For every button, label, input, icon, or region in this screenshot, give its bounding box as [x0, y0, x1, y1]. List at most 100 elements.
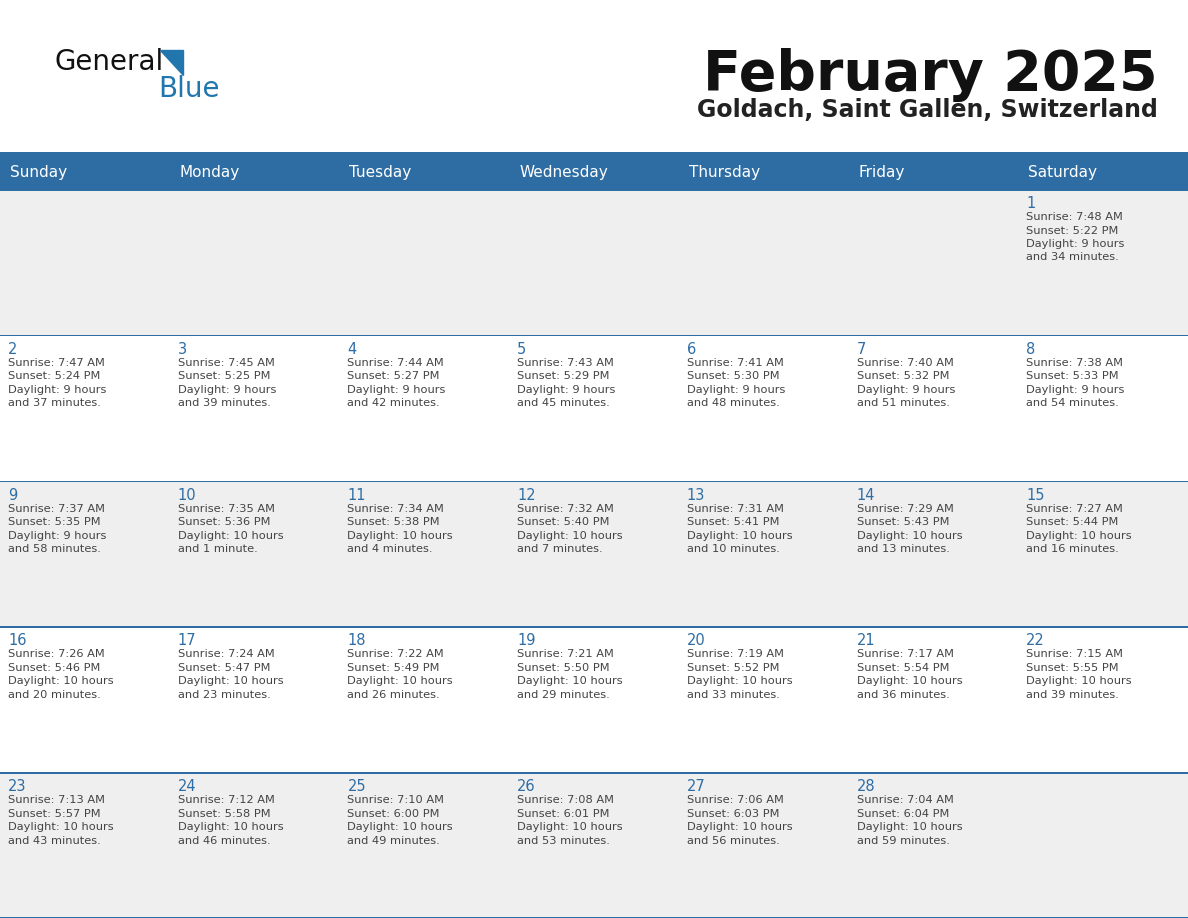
Bar: [0, 335, 1188, 336]
Text: and 37 minutes.: and 37 minutes.: [8, 398, 101, 409]
Text: 7: 7: [857, 341, 866, 357]
Text: and 23 minutes.: and 23 minutes.: [178, 690, 271, 700]
Text: 26: 26: [517, 779, 536, 794]
Text: 22: 22: [1026, 633, 1045, 648]
Text: Sunset: 5:22 PM: Sunset: 5:22 PM: [1026, 226, 1119, 236]
Text: Daylight: 10 hours: Daylight: 10 hours: [517, 677, 623, 687]
Text: Daylight: 10 hours: Daylight: 10 hours: [347, 531, 453, 541]
Text: 28: 28: [857, 779, 876, 794]
Text: Sunrise: 7:12 AM: Sunrise: 7:12 AM: [178, 795, 274, 805]
Text: Daylight: 10 hours: Daylight: 10 hours: [857, 677, 962, 687]
Text: and 46 minutes.: and 46 minutes.: [178, 835, 271, 845]
Text: and 26 minutes.: and 26 minutes.: [347, 690, 440, 700]
Text: Friday: Friday: [859, 165, 905, 180]
Text: Daylight: 10 hours: Daylight: 10 hours: [1026, 531, 1132, 541]
Text: and 51 minutes.: and 51 minutes.: [857, 398, 949, 409]
Text: and 33 minutes.: and 33 minutes.: [687, 690, 779, 700]
Text: Sunset: 5:57 PM: Sunset: 5:57 PM: [8, 809, 101, 819]
Text: Sunset: 5:49 PM: Sunset: 5:49 PM: [347, 663, 440, 673]
Text: 8: 8: [1026, 341, 1036, 357]
Text: Sunrise: 7:08 AM: Sunrise: 7:08 AM: [517, 795, 614, 805]
Text: 6: 6: [687, 341, 696, 357]
Text: 27: 27: [687, 779, 706, 794]
Text: Sunset: 5:54 PM: Sunset: 5:54 PM: [857, 663, 949, 673]
Text: 20: 20: [687, 633, 706, 648]
Text: Sunrise: 7:04 AM: Sunrise: 7:04 AM: [857, 795, 954, 805]
Text: Daylight: 10 hours: Daylight: 10 hours: [687, 823, 792, 833]
Text: 24: 24: [178, 779, 196, 794]
Polygon shape: [160, 50, 183, 75]
Text: and 54 minutes.: and 54 minutes.: [1026, 398, 1119, 409]
Text: Sunset: 5:40 PM: Sunset: 5:40 PM: [517, 517, 609, 527]
Text: and 39 minutes.: and 39 minutes.: [178, 398, 271, 409]
Text: and 43 minutes.: and 43 minutes.: [8, 835, 101, 845]
Bar: [0, 626, 1188, 772]
Text: 18: 18: [347, 633, 366, 648]
Text: Daylight: 9 hours: Daylight: 9 hours: [1026, 385, 1125, 395]
Text: Sunset: 5:33 PM: Sunset: 5:33 PM: [1026, 371, 1119, 381]
Text: Daylight: 10 hours: Daylight: 10 hours: [8, 823, 114, 833]
Text: Sunset: 5:52 PM: Sunset: 5:52 PM: [687, 663, 779, 673]
Text: Sunrise: 7:47 AM: Sunrise: 7:47 AM: [8, 358, 105, 368]
Bar: [0, 335, 1188, 481]
Text: Tuesday: Tuesday: [349, 165, 412, 180]
Bar: [0, 481, 1188, 626]
Text: and 1 minute.: and 1 minute.: [178, 544, 258, 554]
Text: 5: 5: [517, 341, 526, 357]
Text: Sunset: 5:43 PM: Sunset: 5:43 PM: [857, 517, 949, 527]
Text: Sunrise: 7:43 AM: Sunrise: 7:43 AM: [517, 358, 614, 368]
Text: Sunset: 6:01 PM: Sunset: 6:01 PM: [517, 809, 609, 819]
Text: Sunset: 5:30 PM: Sunset: 5:30 PM: [687, 371, 779, 381]
Text: Sunrise: 7:13 AM: Sunrise: 7:13 AM: [8, 795, 105, 805]
Text: and 49 minutes.: and 49 minutes.: [347, 835, 441, 845]
Text: Sunrise: 7:21 AM: Sunrise: 7:21 AM: [517, 649, 614, 659]
Text: and 36 minutes.: and 36 minutes.: [857, 690, 949, 700]
Text: 2: 2: [8, 341, 18, 357]
Text: Sunrise: 7:10 AM: Sunrise: 7:10 AM: [347, 795, 444, 805]
Text: Sunrise: 7:45 AM: Sunrise: 7:45 AM: [178, 358, 274, 368]
Text: Daylight: 10 hours: Daylight: 10 hours: [857, 823, 962, 833]
Text: Sunset: 5:38 PM: Sunset: 5:38 PM: [347, 517, 440, 527]
Text: Daylight: 10 hours: Daylight: 10 hours: [347, 823, 453, 833]
Text: Daylight: 9 hours: Daylight: 9 hours: [8, 385, 107, 395]
Text: Sunrise: 7:48 AM: Sunrise: 7:48 AM: [1026, 212, 1123, 222]
Text: Sunrise: 7:17 AM: Sunrise: 7:17 AM: [857, 649, 954, 659]
Text: 17: 17: [178, 633, 196, 648]
Text: and 53 minutes.: and 53 minutes.: [517, 835, 609, 845]
Text: and 45 minutes.: and 45 minutes.: [517, 398, 609, 409]
Bar: [0, 156, 1188, 189]
Text: 9: 9: [8, 487, 18, 502]
Text: and 7 minutes.: and 7 minutes.: [517, 544, 602, 554]
Text: Sunset: 5:44 PM: Sunset: 5:44 PM: [1026, 517, 1119, 527]
Text: Thursday: Thursday: [689, 165, 760, 180]
Text: Sunrise: 7:24 AM: Sunrise: 7:24 AM: [178, 649, 274, 659]
Text: Sunrise: 7:31 AM: Sunrise: 7:31 AM: [687, 504, 784, 513]
Text: Sunrise: 7:22 AM: Sunrise: 7:22 AM: [347, 649, 444, 659]
Bar: [0, 152, 1188, 156]
Text: Sunrise: 7:37 AM: Sunrise: 7:37 AM: [8, 504, 105, 513]
Text: Sunset: 6:04 PM: Sunset: 6:04 PM: [857, 809, 949, 819]
Text: 21: 21: [857, 633, 876, 648]
Text: Daylight: 9 hours: Daylight: 9 hours: [1026, 239, 1125, 249]
Text: and 16 minutes.: and 16 minutes.: [1026, 544, 1119, 554]
Text: Sunrise: 7:35 AM: Sunrise: 7:35 AM: [178, 504, 274, 513]
Text: Daylight: 10 hours: Daylight: 10 hours: [178, 677, 284, 687]
Bar: [0, 626, 1188, 628]
Text: Daylight: 10 hours: Daylight: 10 hours: [8, 677, 114, 687]
Text: and 42 minutes.: and 42 minutes.: [347, 398, 440, 409]
Text: Sunset: 6:03 PM: Sunset: 6:03 PM: [687, 809, 779, 819]
Text: Sunday: Sunday: [10, 165, 68, 180]
Text: 3: 3: [178, 341, 187, 357]
Text: Daylight: 9 hours: Daylight: 9 hours: [857, 385, 955, 395]
Text: 13: 13: [687, 487, 706, 502]
Text: Sunset: 5:50 PM: Sunset: 5:50 PM: [517, 663, 609, 673]
Text: Daylight: 10 hours: Daylight: 10 hours: [857, 531, 962, 541]
Text: and 56 minutes.: and 56 minutes.: [687, 835, 779, 845]
Text: Sunset: 5:35 PM: Sunset: 5:35 PM: [8, 517, 101, 527]
Text: 15: 15: [1026, 487, 1044, 502]
Text: Wednesday: Wednesday: [519, 165, 608, 180]
Text: Sunrise: 7:29 AM: Sunrise: 7:29 AM: [857, 504, 954, 513]
Text: 23: 23: [8, 779, 26, 794]
Text: Sunrise: 7:15 AM: Sunrise: 7:15 AM: [1026, 649, 1124, 659]
Text: and 13 minutes.: and 13 minutes.: [857, 544, 949, 554]
